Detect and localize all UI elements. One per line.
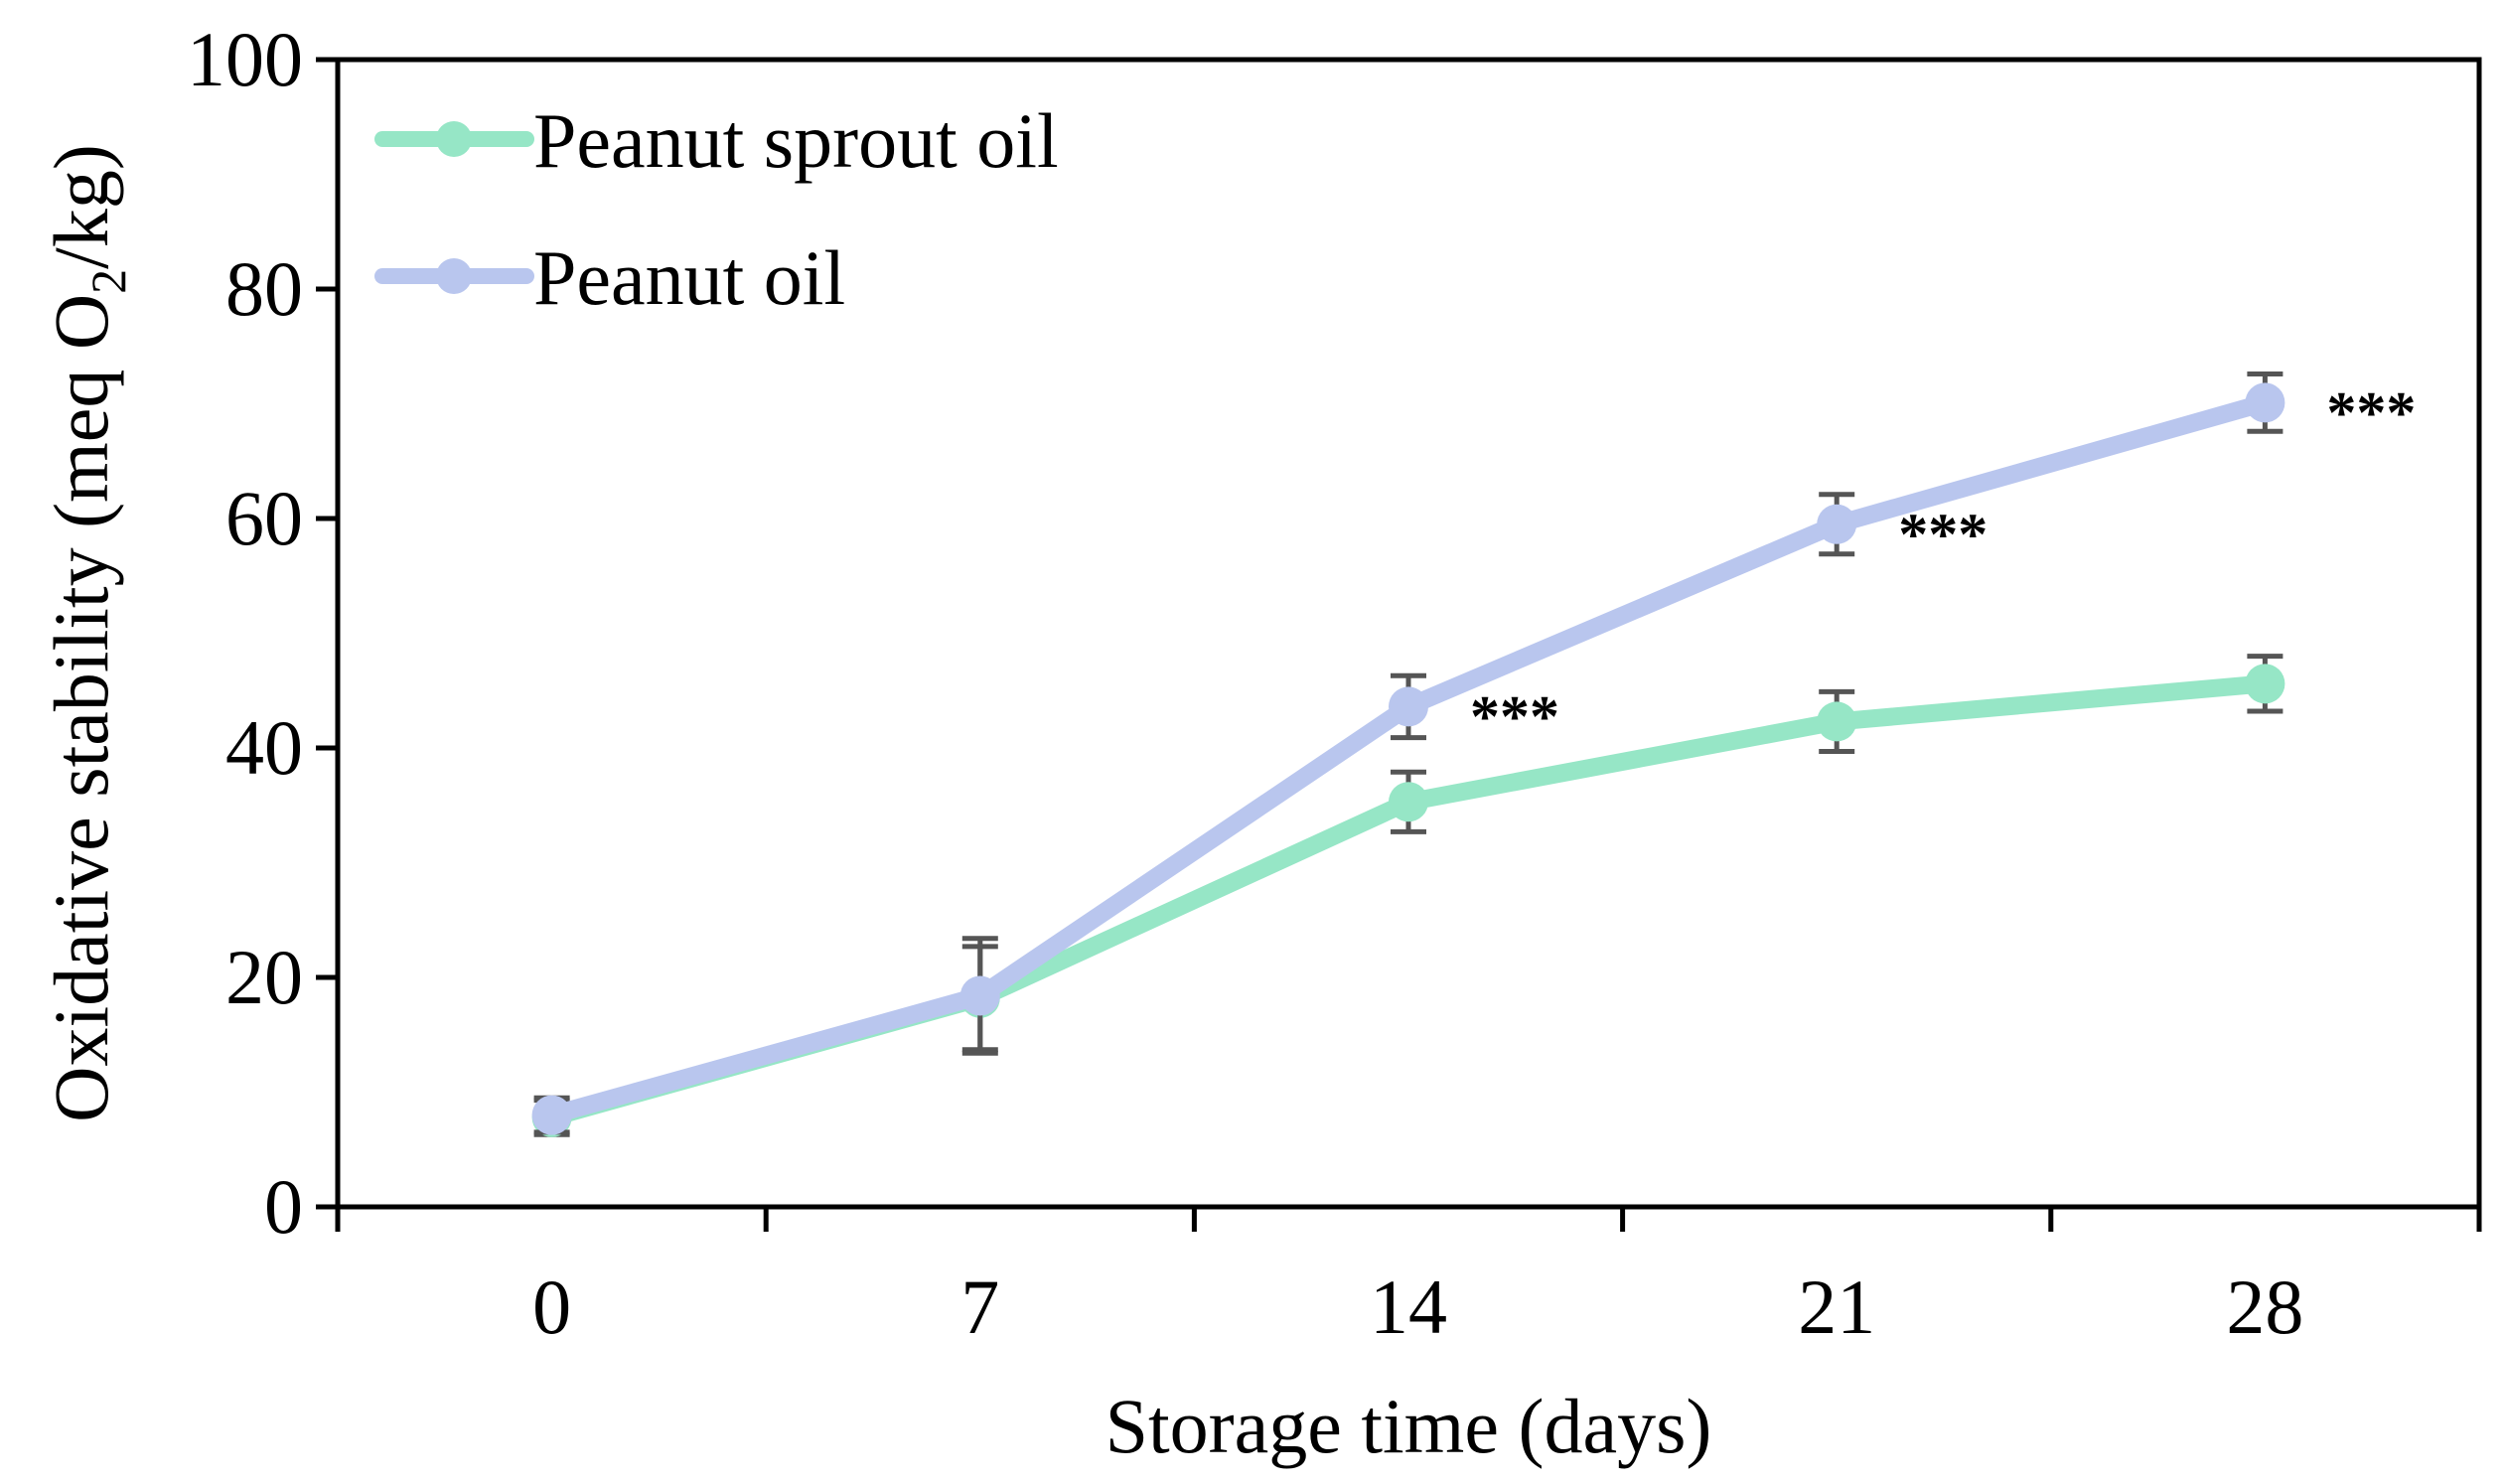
x-axis-title: Storage time (days) bbox=[1105, 1383, 1712, 1469]
series-layer: *** *** *** bbox=[531, 371, 2416, 1137]
data-point bbox=[531, 1095, 572, 1135]
data-point bbox=[1389, 782, 1428, 822]
data-point bbox=[1817, 701, 1857, 742]
legend: Peanut sprout oil Peanut oil bbox=[374, 97, 1059, 321]
y-tick-label: 20 bbox=[225, 934, 303, 1020]
legend-label: Peanut oil bbox=[533, 234, 845, 321]
y-tick-label: 40 bbox=[225, 704, 303, 791]
significance-annotation: *** bbox=[1898, 502, 1988, 567]
series-1: *** *** *** bbox=[531, 371, 2416, 1135]
y-axis-title: Oxidative stability (meq O2/kg) bbox=[38, 144, 136, 1122]
legend-item-1: Peanut oil bbox=[374, 234, 845, 321]
data-point bbox=[1817, 504, 1857, 544]
plot-frame bbox=[335, 57, 2482, 1210]
x-tick-label: 0 bbox=[532, 1263, 571, 1350]
x-tick-label: 7 bbox=[960, 1263, 999, 1350]
data-point bbox=[2245, 382, 2285, 423]
y-tick-label: 100 bbox=[187, 16, 303, 102]
x-tick-label: 28 bbox=[2226, 1263, 2303, 1350]
y-tick-label: 80 bbox=[225, 245, 303, 332]
x-tick-label: 21 bbox=[1798, 1263, 1875, 1350]
x-tick-label: 14 bbox=[1370, 1263, 1447, 1350]
legend-swatch-marker bbox=[436, 258, 472, 294]
y-axis-title-main: Oxidative stability (meq O bbox=[38, 294, 124, 1122]
y-tick-label: 60 bbox=[225, 475, 303, 561]
series-line bbox=[542, 393, 2275, 1124]
significance-annotation: *** bbox=[2326, 379, 2416, 445]
data-point bbox=[959, 975, 1000, 1016]
y-axis-title-tail: /kg) bbox=[38, 144, 124, 269]
legend-swatch-marker bbox=[436, 121, 472, 157]
y-tick-label: 0 bbox=[264, 1163, 303, 1250]
data-point bbox=[2245, 664, 2285, 704]
data-point bbox=[1389, 686, 1428, 727]
axes-layer: 0 20 40 60 80 100 0 7 14 21 28 bbox=[187, 16, 2482, 1350]
legend-label: Peanut sprout oil bbox=[533, 97, 1059, 184]
significance-annotation: *** bbox=[1470, 683, 1559, 749]
legend-item-0: Peanut sprout oil bbox=[374, 97, 1059, 184]
y-axis-title-subscript: 2 bbox=[80, 269, 136, 294]
